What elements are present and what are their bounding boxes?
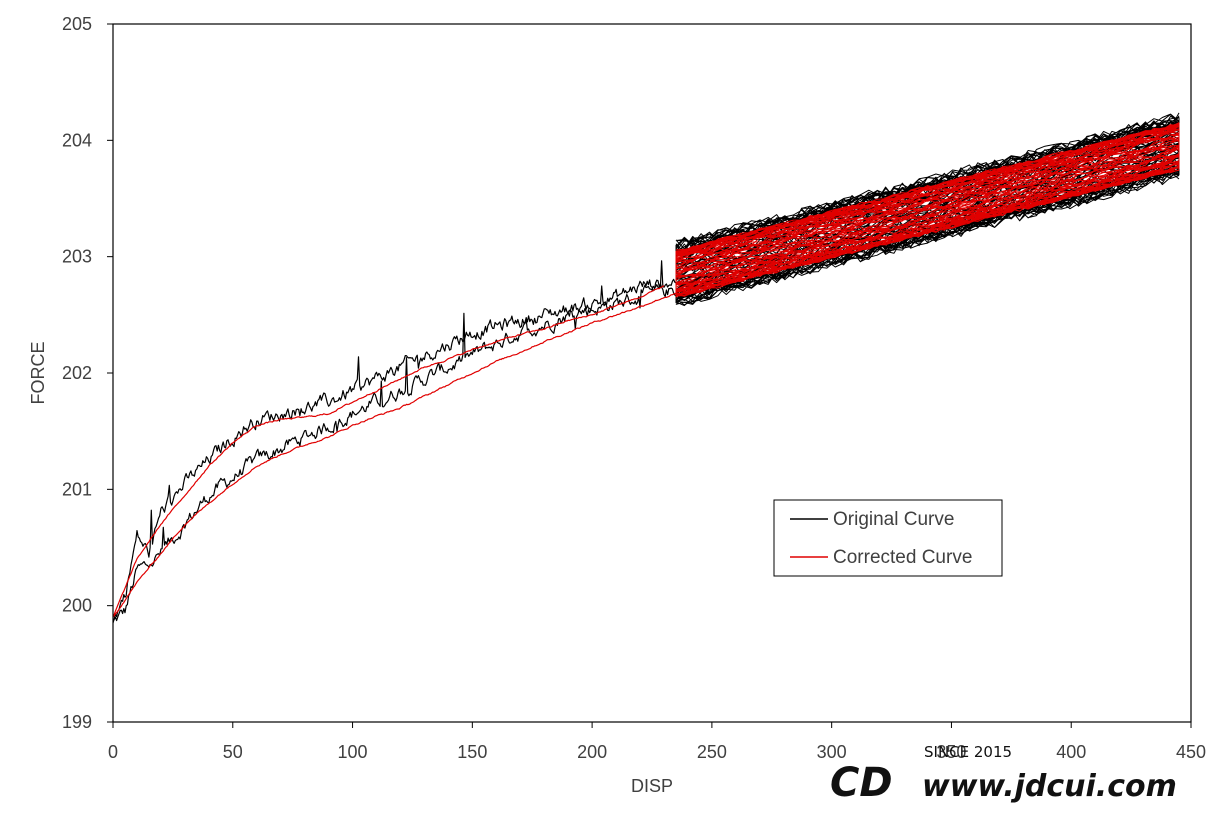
x-tick-label: 400 [1056, 742, 1086, 762]
x-tick-label: 450 [1176, 742, 1206, 762]
watermark: CD SINCE 2015 www.jdcui.com [830, 743, 1177, 806]
y-tick-label: 203 [62, 247, 92, 267]
watermark-since: SINCE 2015 [924, 743, 1012, 761]
original-curve-loading [113, 283, 677, 622]
watermark-logo: CD [830, 760, 893, 806]
y-tick-label: 205 [62, 14, 92, 34]
x-tick-label: 50 [223, 742, 243, 762]
y-axis-label: FORCE [28, 342, 48, 405]
x-tick-label: 200 [577, 742, 607, 762]
y-tick-label: 200 [62, 596, 92, 616]
legend-label-corrected: Corrected Curve [833, 547, 972, 568]
corrected-curve-cyclic-band [675, 122, 1180, 298]
legend-box [773, 499, 1003, 577]
corrected-curve-loading [113, 292, 677, 618]
y-tick-label: 199 [62, 712, 92, 732]
legend: Original Curve Corrected Curve [773, 499, 1003, 577]
x-tick-label: 250 [697, 742, 727, 762]
y-tick-label: 201 [62, 479, 92, 499]
ticks-layer: 0 50 100 150 200 250 300 350 400 450 199 200 201 202 2… [62, 14, 1206, 762]
watermark-url: www.jdcui.com [922, 769, 1177, 804]
y-tick-label: 202 [62, 363, 92, 383]
original-curve-unloading [113, 260, 677, 624]
x-tick-label: 100 [338, 742, 368, 762]
corrected-curve-unloading [113, 285, 665, 618]
x-tick-label: 0 [108, 742, 118, 762]
x-axis-label: DISP [631, 776, 673, 796]
x-tick-label: 150 [457, 742, 487, 762]
legend-label-original: Original Curve [833, 509, 954, 530]
x-tick-label: 350 [936, 742, 966, 762]
series-layer [113, 112, 1180, 624]
x-tick-label: 300 [817, 742, 847, 762]
y-tick-label: 204 [62, 130, 92, 150]
